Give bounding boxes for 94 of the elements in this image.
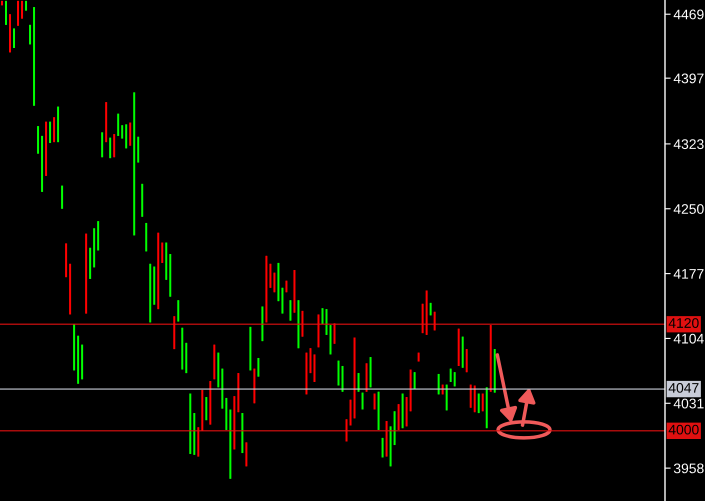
candlestick bbox=[474, 384, 476, 413]
candlestick bbox=[494, 348, 496, 394]
candlestick bbox=[185, 342, 188, 374]
candlestick bbox=[366, 362, 368, 392]
candlestick bbox=[285, 280, 288, 293]
candlestick bbox=[165, 242, 168, 281]
candlestick bbox=[41, 135, 44, 193]
candlestick bbox=[414, 372, 416, 390]
candlestick bbox=[153, 266, 156, 306]
candlestick bbox=[390, 426, 392, 468]
candlestick bbox=[69, 263, 72, 316]
candlestick bbox=[121, 124, 124, 140]
candlestick bbox=[1, 0, 4, 6]
candlestick bbox=[257, 357, 260, 378]
candlestick bbox=[233, 395, 236, 450]
ref-line-label: 4120 bbox=[668, 318, 699, 328]
candlestick bbox=[93, 228, 96, 268]
candlestick bbox=[434, 311, 436, 332]
y-tick-label: 4177 bbox=[674, 269, 704, 279]
candlestick bbox=[426, 290, 428, 336]
candlestick bbox=[265, 255, 268, 324]
candlestick bbox=[370, 356, 372, 388]
candlestick bbox=[418, 352, 420, 362]
candlestick bbox=[25, 0, 28, 12]
candlestick bbox=[398, 403, 400, 431]
candlestick bbox=[53, 116, 56, 143]
y-tick-label: 4323 bbox=[674, 139, 704, 150]
y-tick-label: 4469 bbox=[674, 10, 704, 20]
candlestick bbox=[382, 437, 384, 458]
candlestick bbox=[173, 316, 176, 350]
candlestick bbox=[430, 302, 432, 316]
candlestick bbox=[33, 6, 36, 106]
candlestick bbox=[378, 391, 380, 431]
ref-line-label: 4047 bbox=[668, 382, 699, 393]
candlestick bbox=[101, 132, 104, 158]
candlestick bbox=[29, 24, 32, 46]
candlestick bbox=[406, 396, 408, 428]
candlestick bbox=[149, 263, 152, 324]
candlestick bbox=[97, 220, 100, 252]
candlestick bbox=[281, 287, 284, 314]
candlestick bbox=[293, 269, 296, 314]
candlestick bbox=[410, 368, 412, 412]
candlestick bbox=[81, 344, 84, 380]
candlestick bbox=[73, 324, 76, 372]
candlestick bbox=[490, 324, 492, 392]
candlestick bbox=[261, 306, 264, 342]
candlestick bbox=[77, 335, 80, 384]
candlestick bbox=[141, 183, 144, 218]
candlestick bbox=[89, 247, 92, 280]
candlestick bbox=[249, 326, 252, 372]
candlestick bbox=[450, 368, 452, 383]
ref-line-label: 4000 bbox=[668, 424, 699, 435]
candlestick bbox=[237, 372, 240, 413]
candlestick bbox=[482, 392, 484, 412]
y-tick-label: 4031 bbox=[674, 398, 704, 408]
candlestick bbox=[289, 300, 292, 322]
candlestick bbox=[269, 263, 272, 289]
candlestick bbox=[37, 125, 40, 154]
candlestick bbox=[374, 392, 376, 410]
candlestick bbox=[486, 386, 488, 429]
candlestick bbox=[422, 303, 424, 334]
candlestick bbox=[85, 232, 88, 314]
candlestick bbox=[454, 372, 456, 388]
y-tick-label: 4104 bbox=[674, 334, 704, 344]
y-tick-label: 4397 bbox=[674, 74, 704, 84]
candlestick bbox=[305, 352, 308, 396]
candlestick bbox=[61, 184, 64, 210]
candlestick bbox=[145, 222, 148, 252]
candlestick bbox=[161, 242, 164, 264]
candlestick bbox=[57, 106, 60, 143]
candlestick bbox=[157, 232, 160, 310]
candlestick bbox=[358, 372, 360, 392]
candlestick bbox=[253, 368, 256, 404]
candlestick bbox=[245, 442, 248, 468]
candlestick bbox=[297, 300, 300, 349]
candlestick bbox=[49, 121, 52, 144]
candlestick bbox=[241, 412, 244, 454]
candlestick bbox=[273, 272, 276, 293]
candlestick bbox=[65, 242, 68, 278]
candlestick bbox=[301, 310, 304, 338]
y-tick-label: 3958 bbox=[674, 463, 704, 474]
candlestick bbox=[45, 121, 48, 177]
candlestick bbox=[362, 392, 364, 410]
candlestick bbox=[394, 410, 396, 446]
y-tick-label: 4250 bbox=[674, 204, 704, 214]
candlestick bbox=[386, 420, 388, 458]
candlestick bbox=[478, 392, 480, 414]
candlestick bbox=[229, 408, 232, 480]
candlestick bbox=[277, 262, 280, 302]
candlestick bbox=[169, 253, 172, 298]
candlestick bbox=[181, 327, 184, 370]
candlestick bbox=[177, 300, 180, 322]
candlestick bbox=[189, 392, 192, 455]
candlestick bbox=[402, 392, 404, 429]
